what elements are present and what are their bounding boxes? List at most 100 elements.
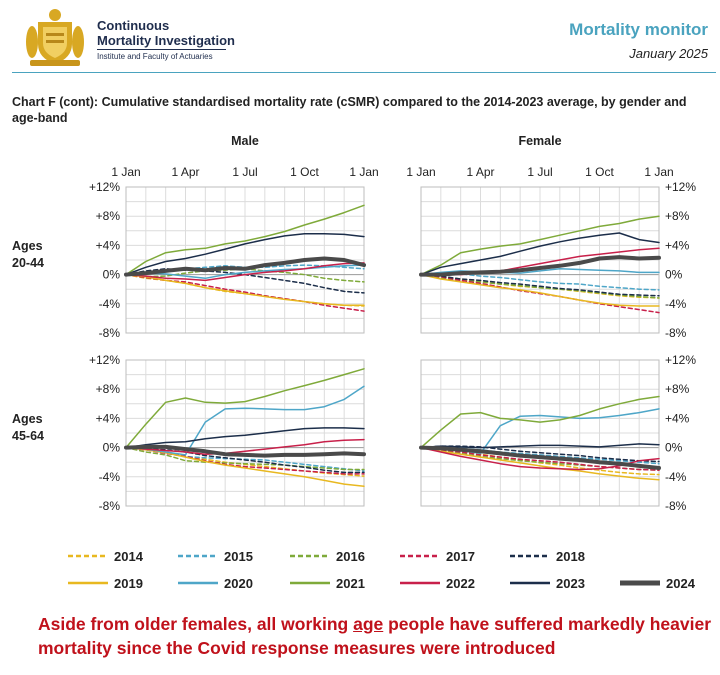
y-tick-label: -4% <box>665 297 687 311</box>
footnote-underlined-word: age <box>353 614 384 634</box>
x-tick-label: 1 Oct <box>290 165 319 179</box>
panel-male-45-64: -8% -4% 0% +4% +8% +12% <box>89 353 366 513</box>
legend-label: 2022 <box>446 576 475 591</box>
legend-label: 2023 <box>556 576 585 591</box>
series-line-2017 <box>125 446 365 475</box>
x-tick-label: 1 Jan <box>349 165 378 179</box>
series-line-2019 <box>420 446 660 481</box>
y-tick-label: 0% <box>665 268 683 282</box>
org-name: Continuous Mortality Investigation <box>97 18 235 48</box>
series-line-2023 <box>420 232 660 276</box>
legend-item-2019: 2019 <box>68 576 143 591</box>
series-line-2020 <box>125 264 365 280</box>
legend-item-2022: 2022 <box>400 576 475 591</box>
y-tick-label: +8% <box>665 209 690 223</box>
series-line-2020 <box>420 268 660 276</box>
legend-item-2017: 2017 <box>400 549 475 564</box>
legend-label: 2016 <box>336 549 365 564</box>
y-tick-label: -4% <box>99 297 121 311</box>
y-tick-label: +4% <box>96 238 121 252</box>
series-line-2018 <box>125 446 365 474</box>
row-label: 45-64 <box>12 429 44 443</box>
y-tick-label: +12% <box>665 180 696 194</box>
series-line-2024 <box>419 445 661 470</box>
series-line-2022 <box>420 446 660 471</box>
legend-item-2024: 2024 <box>620 576 696 591</box>
series-line-2024 <box>124 256 366 277</box>
series-line-2017 <box>420 446 660 471</box>
series-line-2019 <box>125 273 365 307</box>
report-header: Continuous Mortality Investigation Insti… <box>0 0 720 76</box>
y-tick-label: +12% <box>665 353 696 367</box>
legend-item-2021: 2021 <box>290 576 365 591</box>
x-tick-label: 1 Jan <box>111 165 140 179</box>
panel-frame <box>125 359 365 507</box>
report-title: Mortality monitor <box>569 20 708 39</box>
x-tick-label: 1 Apr <box>466 165 494 179</box>
series-line-2021 <box>420 215 660 276</box>
y-tick-label: +4% <box>665 411 690 425</box>
x-tick-label: 1 Jan <box>644 165 673 179</box>
y-tick-label: 0% <box>103 441 121 455</box>
legend-label: 2014 <box>114 549 144 564</box>
y-tick-label: +8% <box>665 382 690 396</box>
y-tick-label: 0% <box>665 441 683 455</box>
legend-item-2016: 2016 <box>290 549 365 564</box>
series-line-2024 <box>124 444 366 458</box>
legend-label: 2024 <box>666 576 696 591</box>
row-label: Ages <box>12 412 43 426</box>
y-tick-label: -8% <box>99 326 121 340</box>
header-divider <box>12 72 716 73</box>
footnote-text-part1: Aside from older females, all working <box>38 614 354 634</box>
series-line-2016 <box>125 446 365 471</box>
org-name-line2: Mortality Investigation <box>97 33 235 48</box>
y-tick-label: +12% <box>89 353 120 367</box>
series-line-2018 <box>420 273 660 297</box>
x-tick-label: 1 Apr <box>171 165 199 179</box>
y-tick-label: +8% <box>96 382 121 396</box>
y-tick-label: 0% <box>103 268 121 282</box>
chart-title: Chart F (cont): Cumulative standardised … <box>12 95 687 125</box>
legend-label: 2018 <box>556 549 585 564</box>
row-label: 20-44 <box>12 256 44 270</box>
crest-logo-icon <box>26 9 84 66</box>
series-line-2022 <box>125 262 365 282</box>
footnote-text-part2: people have suffered markedly heavier mo… <box>38 614 712 658</box>
y-tick-label: +4% <box>665 238 690 252</box>
legend-label: 2019 <box>114 576 143 591</box>
row-label: Ages <box>12 239 43 253</box>
org-name-line1: Continuous <box>97 18 170 33</box>
column-label-female: Female <box>518 134 561 148</box>
legend-label: 2017 <box>446 549 475 564</box>
panel-female-45-64: -8% -4% 0% +4% +8% +12% <box>419 353 696 513</box>
series-line-2022 <box>125 438 365 455</box>
series-line-2021 <box>125 204 365 276</box>
y-tick-label: -4% <box>665 470 687 484</box>
legend-item-2014: 2014 <box>68 549 144 564</box>
org-subtitle: Institute and Faculty of Actuaries <box>97 52 213 61</box>
series-line-2018 <box>420 445 660 463</box>
panel-male-20-44: -8% -4% 0% +4% +8% +12% <box>89 180 366 340</box>
panel-female-20-44: -8% -4% 0% +4% +8% +12% <box>419 180 696 340</box>
panel-frame <box>125 186 365 334</box>
series-line-2021 <box>125 368 365 449</box>
series-line-2017 <box>125 273 365 312</box>
y-tick-label: +4% <box>96 411 121 425</box>
series-line-2015 <box>420 272 660 291</box>
y-tick-label: -8% <box>665 499 687 513</box>
x-tick-label: 1 Jan <box>406 165 435 179</box>
series-line-2020 <box>125 385 365 456</box>
series-line-2023 <box>125 232 365 276</box>
y-tick-label: +8% <box>96 209 121 223</box>
legend-item-2015: 2015 <box>178 549 253 564</box>
footnote: Aside from older females, all working ag… <box>38 612 718 660</box>
series-line-2024 <box>419 255 661 277</box>
x-tick-label: 1 Oct <box>585 165 614 179</box>
legend-item-2018: 2018 <box>510 549 585 564</box>
y-tick-label: -8% <box>665 326 687 340</box>
panel-frame <box>420 359 660 507</box>
series-line-2021 <box>420 395 660 449</box>
legend-item-2020: 2020 <box>178 576 253 591</box>
series-line-2019 <box>420 273 660 307</box>
